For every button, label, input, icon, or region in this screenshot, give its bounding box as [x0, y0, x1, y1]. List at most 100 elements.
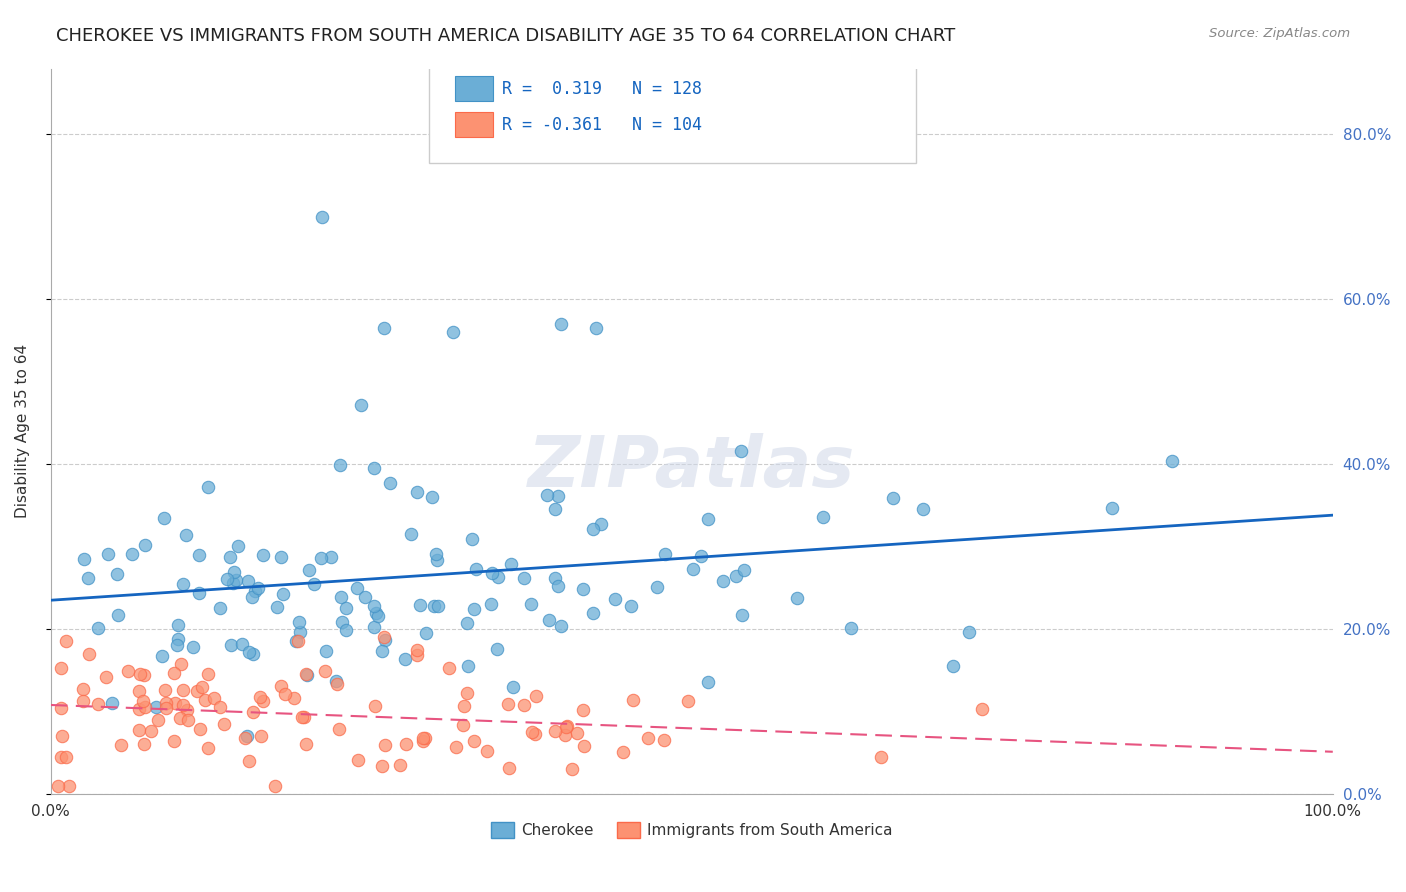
Point [101, 696, 124, 710]
Point [786, 591, 808, 605]
Point [219, 638, 242, 652]
Point [346, 753, 368, 767]
Point [547, 579, 569, 593]
Point [486, 570, 509, 584]
Legend: Cherokee, Immigrants from South America: Cherokee, Immigrants from South America [485, 816, 898, 845]
Point [233, 731, 256, 746]
Point [134, 538, 156, 552]
Point [730, 444, 752, 458]
Point [134, 699, 156, 714]
Point [58, 779, 80, 793]
Point [172, 698, 194, 713]
Point [513, 571, 536, 585]
Point [110, 738, 132, 752]
Point [55, 750, 77, 764]
Point [654, 733, 676, 747]
Point [654, 547, 676, 561]
Point [811, 510, 834, 524]
Point [155, 696, 177, 710]
Point [209, 601, 232, 615]
Point [572, 582, 595, 597]
Point [236, 574, 259, 589]
Point [176, 703, 198, 717]
Point [682, 562, 704, 576]
Point [574, 739, 596, 754]
Point [463, 602, 485, 616]
Point [1160, 454, 1182, 468]
Point [287, 634, 309, 648]
Point [524, 727, 547, 741]
Point [364, 698, 387, 713]
Point [475, 744, 498, 758]
Point [373, 321, 395, 335]
Point [291, 709, 314, 723]
Point [76, 571, 98, 585]
Point [153, 511, 176, 525]
Point [561, 762, 583, 776]
Point [51, 729, 73, 743]
Point [911, 502, 934, 516]
Point [550, 619, 572, 633]
Point [612, 745, 634, 759]
Point [395, 738, 418, 752]
Point [328, 722, 350, 736]
Point [406, 484, 429, 499]
Point [439, 661, 461, 675]
Point [209, 699, 232, 714]
Point [188, 723, 211, 737]
Point [406, 642, 429, 657]
Point [245, 583, 267, 598]
Point [73, 552, 96, 566]
Point [190, 680, 212, 694]
Point [218, 549, 240, 564]
Point [481, 566, 503, 580]
Point [645, 581, 668, 595]
Point [170, 657, 193, 672]
Point [214, 717, 236, 731]
Point [412, 731, 434, 746]
Point [582, 522, 605, 536]
Point [374, 633, 396, 648]
Point [585, 321, 607, 335]
Point [363, 461, 385, 475]
Point [295, 667, 318, 681]
Point [250, 729, 273, 743]
Text: CHEROKEE VS IMMIGRANTS FROM SOUTH AMERICA DISABILITY AGE 35 TO 64 CORRELATION CH: CHEROKEE VS IMMIGRANTS FROM SOUTH AMERIC… [56, 27, 956, 45]
Point [537, 613, 560, 627]
Point [163, 696, 186, 710]
Point [461, 532, 484, 546]
Point [555, 718, 578, 732]
Point [222, 565, 245, 579]
Point [465, 562, 488, 576]
Point [553, 728, 575, 742]
Point [202, 691, 225, 706]
Point [51, 701, 73, 715]
Point [882, 491, 904, 505]
Point [226, 540, 249, 554]
Point [443, 326, 465, 340]
Point [591, 517, 613, 532]
Point [246, 581, 269, 595]
Point [426, 553, 449, 567]
Point [148, 713, 170, 727]
Point [197, 480, 219, 494]
Point [409, 598, 432, 612]
Point [413, 731, 436, 745]
Point [420, 490, 443, 504]
Point [153, 683, 176, 698]
Point [231, 637, 253, 651]
Point [107, 608, 129, 623]
Point [371, 643, 394, 657]
Point [309, 550, 332, 565]
Point [380, 475, 402, 490]
Point [733, 563, 755, 577]
Point [456, 686, 478, 700]
Point [283, 691, 305, 706]
Point [242, 705, 264, 719]
Point [363, 599, 385, 613]
Point [389, 758, 412, 772]
Point [270, 550, 292, 565]
Point [271, 587, 294, 601]
Point [172, 682, 194, 697]
Point [167, 632, 190, 646]
